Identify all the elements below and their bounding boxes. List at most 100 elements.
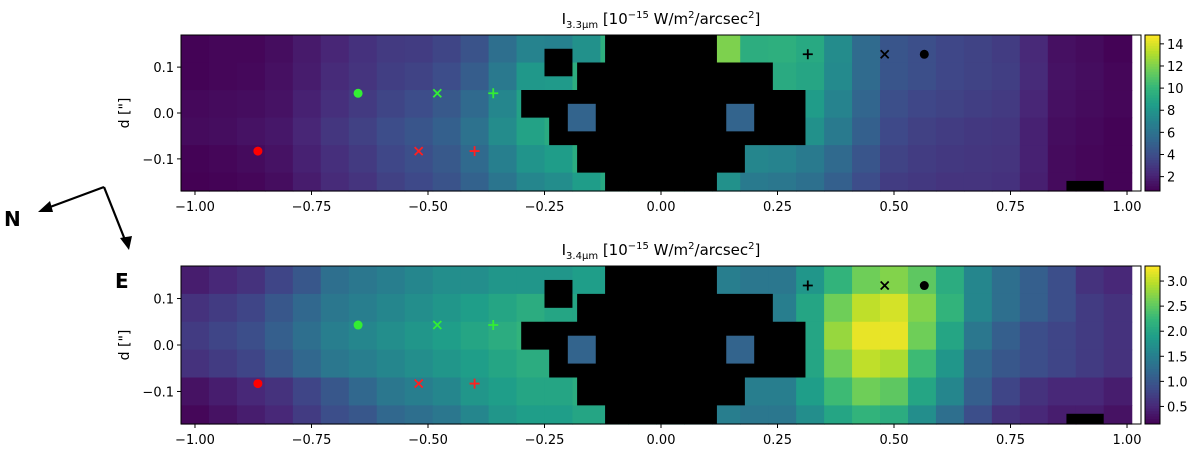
heatmap-cell [236,349,266,379]
occulted-core [521,35,806,191]
colorbar-segment [1145,310,1160,314]
heatmap-cell [544,172,574,192]
colorbar-segment [1145,50,1160,54]
heatmap-cell [1075,349,1105,379]
colorbar-segment [1145,71,1160,75]
heatmap-cell [208,145,238,174]
heatmap-cell [852,293,881,323]
heatmap-cell [236,172,266,192]
colorbar-segment [1145,35,1160,39]
markers [253,49,929,157]
heatmap-cell [348,266,378,295]
colorbar-segment [1145,118,1160,122]
heatmap-cell [880,145,909,174]
marker-cross [432,88,442,98]
heatmap-cell [907,145,937,174]
colorbar-segment [1145,358,1160,362]
heatmap-cell [824,321,853,351]
heatmap-cell [320,405,350,425]
heatmap-cell [880,117,909,146]
heatmap-cell [348,377,378,407]
heatmap-cell [1075,321,1105,351]
heatmap-cell [460,321,490,351]
colorbar-segment [1145,268,1160,272]
heatmap-cell [432,405,462,425]
heatmap-cell [963,145,993,174]
colorbar-segment [1145,178,1160,182]
masked-gap-cell [726,335,755,364]
occulted-core [521,266,806,424]
x-tick-label: −0.25 [525,200,565,215]
heatmap-cell [572,266,602,295]
heatmap-cell [404,35,434,64]
heatmap-cell [1019,349,1049,379]
colorbar-segment [1145,110,1160,114]
heatmap-cell [572,405,602,425]
colorbar-segment [1145,418,1160,422]
colorbar-segment [1145,392,1160,396]
colorbar-segment [1145,413,1160,417]
colorbar-segment [1145,400,1160,404]
colorbar-segment [1145,355,1160,359]
colorbar-segment [1145,113,1160,117]
heatmap-cell [1075,145,1105,174]
heatmap-cell [935,349,965,379]
colorbar-segment [1145,40,1160,44]
heatmap-cell [432,172,462,192]
colorbar-segment [1145,66,1160,70]
heatmap-cell [1019,35,1049,64]
heatmap-cell [320,172,350,192]
colorbar-segment [1145,157,1160,161]
heatmap-cell [1047,35,1077,64]
heatmap-cell [824,172,853,192]
y-tick-label: 0.1 [153,293,174,308]
heatmap-cell [348,62,378,91]
heatmap-cell [404,117,434,146]
heatmap-cell [824,117,853,146]
heatmap-cell [1019,321,1049,351]
heatmap-cell [516,293,546,323]
colorbar-segment [1145,410,1160,414]
x-tick-label: 0.25 [763,200,792,215]
heatmap-cell [907,90,937,119]
heatmap-cell [404,321,434,351]
heatmap-cell [320,266,350,295]
heatmap-cell [320,349,350,379]
heatmap-cell [880,266,909,295]
heatmap-cell [348,117,378,146]
heatmap-cell [1047,90,1077,119]
heatmap-cell [1075,266,1105,295]
heatmap-cell [208,377,238,407]
heatmap-cell [991,266,1021,295]
colorbar-tick-label: 2 [1167,171,1175,186]
title-text: [10 [598,241,628,259]
heatmap-cell [1047,321,1077,351]
heatmap-cell [991,321,1021,351]
colorbar-segment [1145,297,1160,301]
colorbar-segment [1145,68,1160,72]
heatmap-cell [824,293,853,323]
heatmap-cell [348,145,378,174]
colorbar-segment [1145,284,1160,288]
heatmap-cell [460,90,490,119]
colorbar-segment [1145,366,1160,370]
heatmap-cell [404,349,434,379]
heatmap-cell [1075,117,1105,146]
colorbar-segment [1145,94,1160,98]
colorbar-frame [1144,265,1161,425]
heatmap-cell [320,90,350,119]
colorbar-segment [1145,128,1160,132]
heatmap-cell [768,172,797,192]
heatmap-cell [991,117,1021,146]
x-axis: −1.00 −0.75 −0.50 −0.25 0.00 0.25 0.50 0.75 1.00 [175,424,1141,448]
heatmap-cell [712,172,741,192]
heatmap-cell [320,117,350,146]
heatmap-cell [1047,293,1077,323]
x-axis: −1.00 −0.75 −0.50 −0.25 0.00 0.25 0.50 0.75 1.00 [175,191,1141,215]
colorbar-segment [1145,318,1160,322]
heatmap-cell [348,90,378,119]
heatmap-cell [488,293,518,323]
heatmap-cell [516,266,546,295]
colorbar-segment [1145,281,1160,285]
heatmap-cell [1047,62,1077,91]
